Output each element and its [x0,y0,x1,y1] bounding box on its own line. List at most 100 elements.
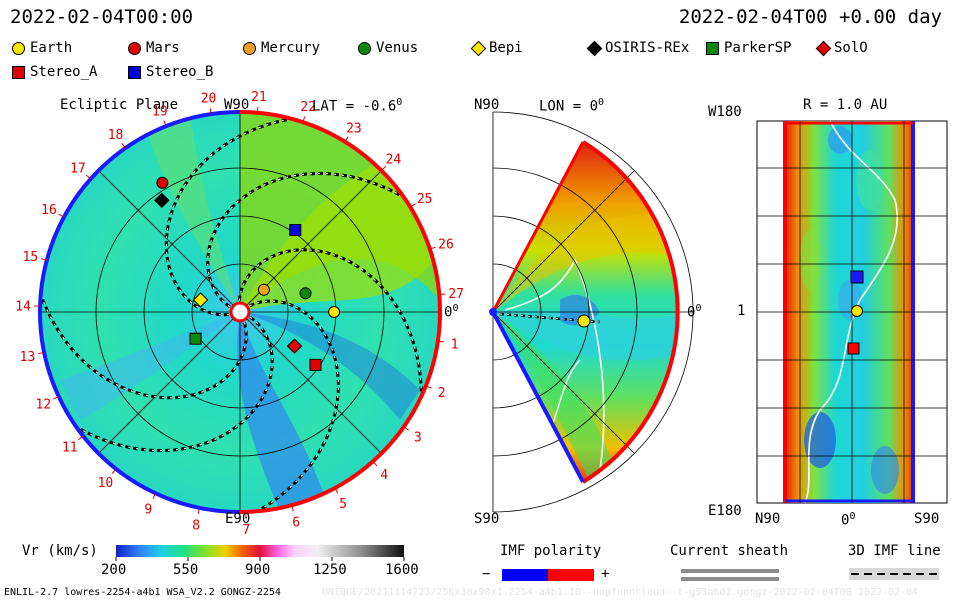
earth-circle-icon [12,41,25,55]
legend-item-mars: Mars [128,40,180,56]
meridional-sun-icon [489,308,497,316]
imf-polarity-label: IMF polarity [500,543,602,559]
carrington-tick-label: 3 [414,430,422,445]
ecliptic-bodies [154,176,341,371]
venus-circle-icon [358,41,371,55]
carrington-tick-label: 5 [339,497,347,512]
ecliptic-title: Ecliptic Plane [60,97,179,113]
carrington-tick-label: 1 [451,337,459,352]
ecliptic-lat-label: LAT = -0.60 [312,97,403,115]
meridional-lower-edge [491,311,585,483]
legend-item-parkersp: ParkerSP [706,40,791,56]
colorbar [116,545,404,557]
carrington-tick-label: 16 [41,203,57,218]
carrington-tick-mark [425,385,432,389]
legend-item-label: Venus [376,40,419,56]
legend-item-label: Mercury [261,40,321,56]
legend-item-label: Bepi [489,40,523,56]
run-footer: UNIQUE/20211114723/256x30x90x1.2254-a4b1… [322,587,919,598]
carrington-tick-mark [334,487,339,494]
colorbar-tick-900: 900 [245,562,271,578]
carrington-tick-label: 19 [152,104,168,119]
legend-item-label: SolO [834,40,868,56]
imf-polarity-negative [502,569,548,581]
imf-3d-line-label: 3D IMF line [848,543,941,559]
ecliptic-body-parkersp [189,332,202,345]
carrington-tick-label: 25 [417,192,433,207]
carrington-tick-mark [372,461,378,467]
imf-field-line [41,297,247,399]
map-stereo-b-marker [850,270,864,284]
carrington-tick-label: 4 [380,468,388,483]
carrington-tick-mark [344,136,349,143]
carrington-tick-mark [403,426,410,431]
mercury-circle-icon [243,41,256,55]
carrington-tick-mark [439,293,446,296]
map-bottom-left-label: E180 [708,503,742,519]
carrington-tick-label: 26 [438,238,454,253]
carrington-tick-mark [302,116,306,123]
imf-field-line [249,300,339,511]
meridional-upper-edge [491,141,585,313]
carrington-tick-mark [291,505,294,512]
carrington-tick-mark [152,493,156,499]
meridional-field-line-inner [499,313,601,323]
carrington-tick-label: 2 [438,386,446,401]
carrington-tick-mark [121,142,126,149]
map-radius-label: R = 1.0 AU [803,97,888,113]
carrington-tick-label: 22 [300,100,316,115]
map-x-tick-s90: S90 [914,511,940,527]
ecliptic-body-osiris-rex [154,192,170,209]
ecliptic-body-mercury [257,283,270,296]
legend-item-stereo-a: Stereo_A [12,64,97,80]
imf-field-line [165,118,289,316]
map-x-tick-0: 00 [841,511,856,529]
legend-item-label: Stereo_A [30,64,98,80]
colorbar-tick-550: 550 [173,562,199,578]
meridional-polarity-arc [581,140,680,484]
polarity-arc-positive [239,110,443,514]
carrington-tick-mark [163,120,167,127]
meridional-top-label: N90 [474,97,500,113]
colorbar-label: Vr (km/s) [22,543,98,559]
carrington-tick-label: 24 [386,153,402,168]
polarity-arc-negative [37,110,241,514]
map-mid-left-label: 1 [737,303,746,319]
parkersp-square-icon [706,41,719,55]
current-sheath-line-top [681,569,779,573]
carrington-tick-mark [429,246,436,250]
colorbar-tick-1250: 1250 [313,562,347,578]
carrington-tick-label: 15 [23,250,39,265]
carrington-tick-label: 23 [346,121,362,136]
map-top-left-label: W180 [708,104,742,120]
carrington-tick-label: 13 [20,350,36,365]
carrington-tick-label: 10 [98,476,114,491]
imf-field-line [207,172,402,308]
legend-item-bepi: Bepi [470,40,523,56]
imf-minus-sign: − [482,566,491,582]
meridional-right-label: 00 [687,303,702,321]
carrington-tick-mark [58,213,65,218]
ecliptic-body-stereo-a [309,358,322,371]
carrington-tick-label: 17 [70,162,86,177]
carrington-tick-mark [209,108,212,115]
imf-plus-sign: + [601,566,610,582]
carrington-tick-mark [437,340,444,343]
imf-field-lines [40,117,423,511]
carrington-tick-mark [40,258,47,261]
ecliptic-body-solo [286,338,303,354]
ecliptic-body-bepi [192,292,209,308]
carrington-tick-mark [53,396,59,400]
legend-item-solo: SolO [815,40,868,56]
meridional-plot [489,111,694,513]
legend-item-stereo-b: Stereo_B [128,64,213,80]
current-sheath-label: Current sheath [670,543,789,559]
map-stereo-a-marker [847,342,860,355]
carrington-tick-label: 7 [242,523,250,538]
meridional-earth-marker [577,314,591,328]
current-sheath-line-bottom [681,577,779,581]
ecliptic-right-label: 00 [444,303,459,321]
carrington-tick-mark [78,435,84,441]
carrington-tick-mark [85,174,91,180]
ecliptic-body-earth [328,306,341,318]
